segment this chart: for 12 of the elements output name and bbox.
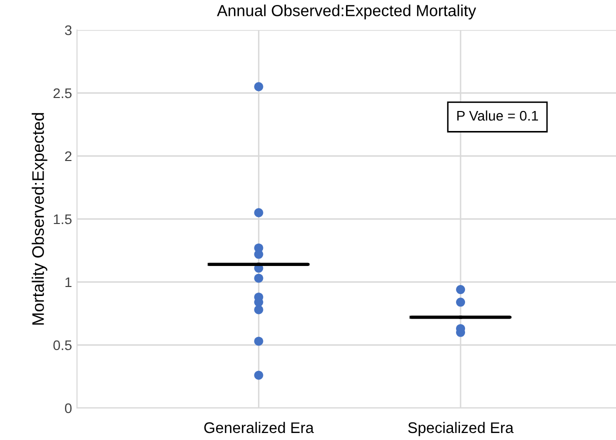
y-axis-title: Mortality Observed:Expected	[32, 113, 48, 325]
annotation: P Value = 0.1	[457, 110, 538, 121]
y-tick-label: 0	[64, 403, 72, 414]
y-tick-label: 0.5	[53, 340, 72, 350]
y-tick-label: 2	[65, 151, 72, 162]
x-tick-label: Specialized Era	[408, 422, 514, 436]
y-tick-label: 1	[65, 277, 72, 288]
y-tick-label: 1.5	[54, 214, 72, 224]
y-tick-label: 3	[64, 25, 72, 36]
chart-title: Annual Observed:Expected Mortality	[216, 4, 476, 20]
x-tick-label: Generalized Era	[204, 422, 314, 434]
y-tick-label: 2.5	[54, 88, 72, 98]
